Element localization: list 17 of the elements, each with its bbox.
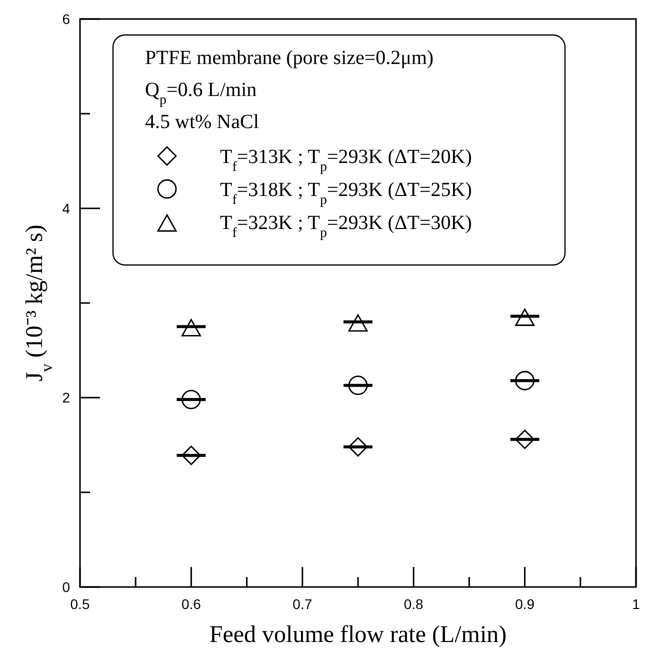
x-axis-title: Feed volume flow rate (L/min) (209, 622, 507, 648)
y-tick-label: 2 (62, 390, 70, 406)
x-tick-label: 0.6 (181, 596, 202, 612)
annotation: 4.5 wt% NaCl (145, 111, 260, 133)
y-tick-label: 4 (62, 200, 70, 216)
annotation: PTFE membrane (pore size=0.2μm) (145, 47, 434, 69)
x-tick-label: 0.7 (292, 596, 312, 612)
x-tick-label: 0.8 (404, 596, 424, 612)
legend-label: T$_{f}$=323K ; T$_{p}$=293K (ΔT=30K) (220, 212, 472, 240)
legend-label: T$_{f}$=318K ; T$_{p}$=293K (ΔT=25K) (220, 179, 472, 208)
x-tick-label: 0.5 (70, 596, 90, 612)
y-tick-label: 6 (62, 11, 70, 27)
annotation: Q$_{p}$=0.6 L/min (145, 79, 257, 108)
y-tick-label: 0 (62, 579, 70, 595)
x-tick-label: 1 (632, 596, 640, 612)
x-tick-label: 0.9 (515, 596, 535, 612)
legend-label: T$_{f}$=313K ; T$_{p}$=293K (ΔT=20K) (220, 146, 472, 174)
